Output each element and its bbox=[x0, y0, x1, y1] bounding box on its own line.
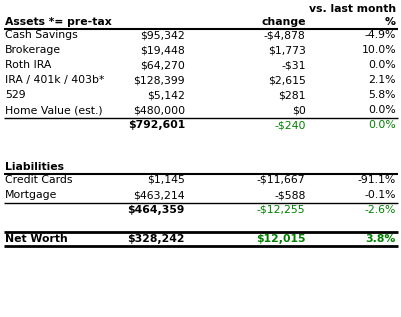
Text: $12,015: $12,015 bbox=[255, 234, 305, 244]
Text: 2.1%: 2.1% bbox=[368, 75, 395, 85]
Text: vs. last month: vs. last month bbox=[308, 4, 395, 14]
Text: 3.8%: 3.8% bbox=[365, 234, 395, 244]
Text: -4.9%: -4.9% bbox=[364, 30, 395, 40]
Text: 10.0%: 10.0% bbox=[360, 45, 395, 55]
Text: -$588: -$588 bbox=[273, 190, 305, 200]
Text: -0.1%: -0.1% bbox=[364, 190, 395, 200]
Text: Roth IRA: Roth IRA bbox=[5, 60, 51, 70]
Text: $1,773: $1,773 bbox=[267, 45, 305, 55]
Text: $464,359: $464,359 bbox=[127, 205, 184, 215]
Text: $1,145: $1,145 bbox=[147, 175, 184, 185]
Text: $95,342: $95,342 bbox=[140, 30, 184, 40]
Text: $463,214: $463,214 bbox=[133, 190, 184, 200]
Text: %: % bbox=[384, 17, 395, 27]
Text: $5,142: $5,142 bbox=[147, 90, 184, 100]
Text: $2,615: $2,615 bbox=[267, 75, 305, 85]
Text: 0.0%: 0.0% bbox=[367, 105, 395, 115]
Text: 5.8%: 5.8% bbox=[368, 90, 395, 100]
Text: 0.0%: 0.0% bbox=[367, 120, 395, 130]
Text: $480,000: $480,000 bbox=[132, 105, 184, 115]
Text: -$4,878: -$4,878 bbox=[263, 30, 305, 40]
Text: $328,242: $328,242 bbox=[127, 234, 184, 244]
Text: 529: 529 bbox=[5, 90, 25, 100]
Text: 0.0%: 0.0% bbox=[367, 60, 395, 70]
Text: Cash Savings: Cash Savings bbox=[5, 30, 77, 40]
Text: IRA / 401k / 403b*: IRA / 401k / 403b* bbox=[5, 75, 104, 85]
Text: $0: $0 bbox=[291, 105, 305, 115]
Text: $128,399: $128,399 bbox=[133, 75, 184, 85]
Text: -$12,255: -$12,255 bbox=[256, 205, 305, 215]
Text: $792,601: $792,601 bbox=[128, 120, 184, 130]
Text: $19,448: $19,448 bbox=[140, 45, 184, 55]
Text: Liabilities: Liabilities bbox=[5, 162, 64, 172]
Text: Brokerage: Brokerage bbox=[5, 45, 61, 55]
Text: -$240: -$240 bbox=[273, 120, 305, 130]
Text: Credit Cards: Credit Cards bbox=[5, 175, 72, 185]
Text: $281: $281 bbox=[277, 90, 305, 100]
Text: $64,270: $64,270 bbox=[140, 60, 184, 70]
Text: -91.1%: -91.1% bbox=[357, 175, 395, 185]
Text: -$11,667: -$11,667 bbox=[256, 175, 305, 185]
Text: -$31: -$31 bbox=[280, 60, 305, 70]
Text: change: change bbox=[260, 17, 305, 27]
Text: Net Worth: Net Worth bbox=[5, 234, 67, 244]
Text: Home Value (est.): Home Value (est.) bbox=[5, 105, 102, 115]
Text: Mortgage: Mortgage bbox=[5, 190, 57, 200]
Text: -2.6%: -2.6% bbox=[364, 205, 395, 215]
Text: Assets *= pre-tax: Assets *= pre-tax bbox=[5, 17, 111, 27]
